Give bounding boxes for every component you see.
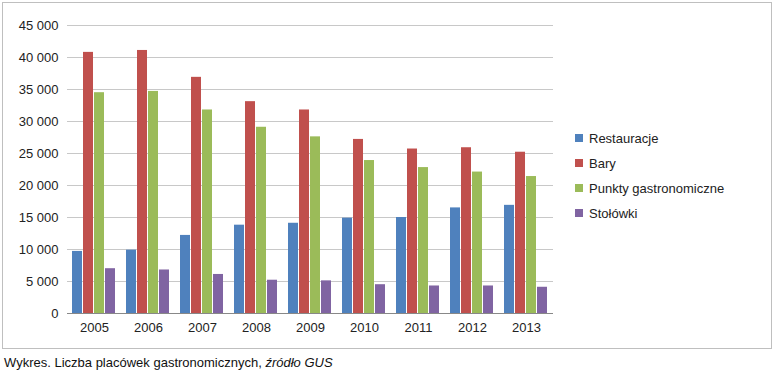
html-text:Bary: Bary: [589, 155, 616, 171]
svg-text:40 000: 40 000: [19, 49, 59, 64]
svg-text:45 000: 45 000: [19, 17, 59, 32]
svg-text:2006: 2006: [134, 319, 163, 334]
svg-text:5 000: 5 000: [26, 273, 59, 288]
svg-text:2005: 2005: [80, 319, 109, 334]
html-text:Stołówki: Stołówki: [589, 205, 638, 221]
svg-text:30 000: 30 000: [19, 113, 59, 128]
html-text:Punkty gastronomiczne: Punkty gastronomiczne: [589, 180, 725, 196]
svg-text:15 000: 15 000: [19, 209, 59, 224]
svg-text:35 000: 35 000: [19, 81, 59, 96]
svg-text:2013: 2013: [512, 319, 541, 334]
svg-text:2008: 2008: [242, 319, 271, 334]
html-text:Restauracje: Restauracje: [589, 130, 659, 146]
svg-text:2011: 2011: [405, 319, 433, 334]
svg-text:2012: 2012: [458, 319, 487, 334]
svg-text:25 000: 25 000: [19, 145, 59, 160]
html-text:Wykres. Liczba placówek gastro: Wykres. Liczba placówek gastronomicznych…: [4, 355, 333, 370]
svg-text:2010: 2010: [350, 319, 379, 334]
svg-text:0: 0: [51, 305, 58, 320]
svg-text:10 000: 10 000: [19, 241, 59, 256]
svg-text:20 000: 20 000: [19, 177, 59, 192]
svg-text:2009: 2009: [296, 319, 325, 334]
svg-text:2007: 2007: [188, 319, 217, 334]
